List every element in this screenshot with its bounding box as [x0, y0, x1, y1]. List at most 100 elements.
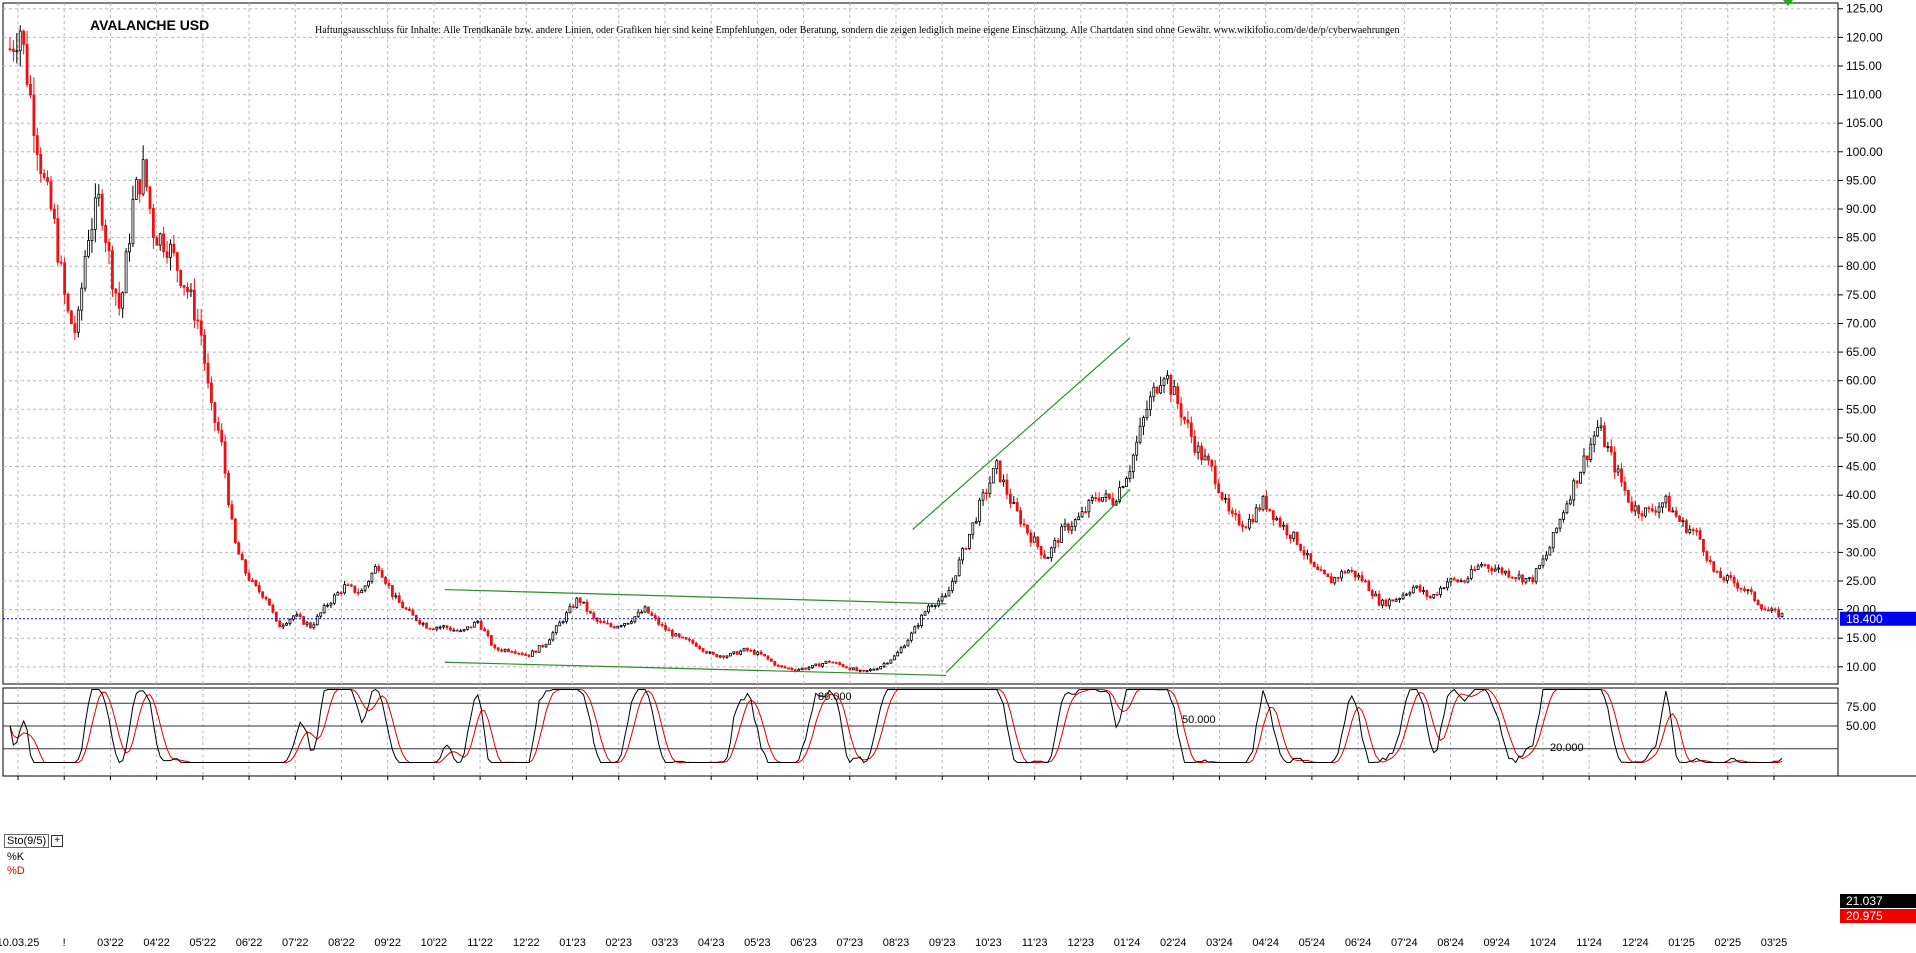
candle-body — [565, 612, 568, 622]
candle-body — [1207, 455, 1210, 461]
candle-body — [1763, 608, 1767, 611]
candle-body — [838, 662, 842, 665]
chart-title: AVALANCHE USD — [90, 17, 210, 33]
y-tick-label: 90.00 — [1846, 202, 1876, 216]
candle-body — [1575, 480, 1579, 484]
legend-k: %K — [7, 851, 25, 863]
candle-body — [93, 197, 97, 230]
x-tick-label: 05'23 — [744, 937, 771, 948]
candle-body — [397, 595, 401, 603]
candle-body — [701, 648, 705, 652]
candle-body — [1524, 578, 1528, 583]
candle-body — [80, 287, 84, 311]
candle-body — [500, 649, 504, 652]
candle-body — [848, 667, 852, 671]
candle-body — [1350, 569, 1354, 572]
y-tick-label: 65.00 — [1846, 345, 1876, 359]
candle-body — [927, 605, 930, 613]
candle-body — [886, 662, 889, 665]
candle-body — [906, 639, 910, 647]
candle-body — [1500, 567, 1504, 574]
y-tick-label: 40.00 — [1846, 488, 1876, 502]
x-tick-label: 12'24 — [1622, 937, 1649, 948]
d-value-label: 20.975 — [1846, 909, 1883, 923]
y-tick-label: 50.00 — [1846, 431, 1876, 445]
candle-body — [513, 651, 517, 654]
candle-body — [387, 582, 391, 586]
plus-icon[interactable]: + — [51, 835, 64, 848]
candle-body — [1002, 479, 1005, 483]
candle-body — [83, 255, 87, 289]
candle-body — [332, 594, 336, 604]
candle-body — [684, 637, 688, 640]
candle-body — [1070, 526, 1074, 531]
candle-body — [1401, 594, 1405, 599]
candle-body — [664, 625, 667, 631]
x-tick-label: 06'23 — [790, 937, 817, 948]
candle-body — [1217, 483, 1221, 494]
candle-body — [1743, 588, 1746, 592]
candle-body — [247, 572, 251, 581]
candle-body — [978, 499, 982, 522]
candle-body — [834, 662, 838, 664]
x-tick-label: 06'24 — [1345, 937, 1372, 948]
candle-body — [636, 611, 640, 618]
indicator-label[interactable]: Sto(9/5) + — [4, 834, 64, 848]
candle-body — [1541, 558, 1545, 566]
candle-body — [1118, 487, 1122, 502]
candle-body — [1145, 409, 1149, 419]
candle-body — [233, 518, 237, 544]
candle-body — [411, 610, 415, 616]
candle-body — [537, 645, 541, 653]
candle-body — [1746, 589, 1750, 592]
candle-body — [824, 660, 828, 664]
indicator-name[interactable]: Sto(9/5) — [4, 834, 50, 848]
x-tick-label: 11'22 — [467, 937, 493, 948]
candle-body — [534, 650, 538, 653]
candle-body — [138, 179, 142, 195]
x-tick-label: 10'22 — [421, 937, 448, 948]
candle-body — [1459, 580, 1463, 583]
candle-body — [1685, 520, 1688, 533]
candle-body — [1309, 553, 1313, 563]
candle-body — [179, 269, 183, 286]
candle-body — [59, 261, 63, 264]
candle-body — [1681, 520, 1685, 523]
candle-body — [1326, 573, 1330, 578]
candle-body — [329, 602, 333, 606]
candle-body — [1408, 592, 1412, 595]
candle-body — [527, 654, 531, 657]
candle-body — [1101, 497, 1104, 502]
candle-body — [230, 504, 234, 520]
y-tick-label: 55.00 — [1846, 402, 1876, 416]
candle-body — [800, 667, 804, 670]
candle-body — [1135, 441, 1139, 456]
candle-body — [643, 606, 647, 613]
candle-body — [1142, 417, 1145, 427]
candle-body — [1067, 523, 1070, 531]
candle-body — [455, 629, 459, 632]
candle-body — [787, 667, 790, 670]
y-tick-label: 15.00 — [1846, 631, 1876, 645]
candle-body — [1428, 596, 1432, 599]
candle-body — [367, 580, 370, 587]
candle-body — [1452, 578, 1456, 581]
candle-body — [623, 622, 626, 626]
candle-body — [766, 655, 770, 660]
candle-body — [749, 649, 753, 652]
candle-body — [1551, 531, 1555, 549]
candle-body — [63, 262, 67, 295]
candle-body — [1258, 507, 1262, 511]
candle-body — [1043, 554, 1046, 559]
candle-body — [1534, 568, 1538, 583]
candle-body — [1247, 518, 1251, 529]
candle-body — [1015, 502, 1019, 512]
candle-body — [1770, 608, 1774, 611]
candle-body — [1063, 523, 1067, 528]
candle-body — [244, 559, 247, 574]
candle-body — [1548, 547, 1552, 556]
candle-body — [1715, 570, 1719, 573]
candle-body — [1514, 577, 1518, 579]
candle-body — [124, 251, 128, 294]
candle-body — [821, 663, 824, 667]
